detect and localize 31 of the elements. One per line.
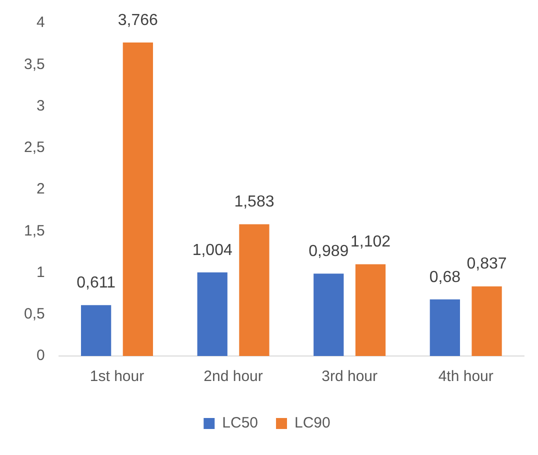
legend-label: LC50 bbox=[222, 414, 258, 432]
data-label: 0,68 bbox=[429, 268, 461, 286]
data-label: 0,989 bbox=[308, 243, 349, 260]
y-tick-label: 0,5 bbox=[24, 306, 45, 323]
data-label: 0,837 bbox=[466, 256, 507, 273]
data-label: 3,766 bbox=[118, 12, 158, 29]
data-label: 1,583 bbox=[234, 194, 274, 211]
y-tick-label: 3,5 bbox=[24, 56, 45, 73]
y-tick-label: 1,5 bbox=[24, 222, 45, 240]
x-tick-label: 2nd hour bbox=[204, 368, 263, 386]
x-tick-label: 1st hour bbox=[90, 368, 144, 386]
y-tick-label: 2,5 bbox=[24, 139, 45, 156]
bar bbox=[122, 42, 153, 356]
legend-label: LC90 bbox=[294, 414, 330, 432]
y-tick-label: 1 bbox=[36, 264, 45, 281]
bar bbox=[430, 299, 460, 356]
data-label: 0,611 bbox=[76, 274, 116, 292]
x-tick-label: 4th hour bbox=[438, 368, 494, 386]
data-label: 1,102 bbox=[350, 234, 391, 251]
data-label: 1,004 bbox=[192, 242, 232, 259]
bar bbox=[80, 305, 112, 356]
y-tick-label: 4 bbox=[36, 14, 45, 32]
x-tick-label: 3rd hour bbox=[322, 368, 378, 386]
bar bbox=[197, 272, 228, 356]
bar bbox=[472, 286, 502, 356]
y-tick-label: 3 bbox=[36, 97, 45, 114]
y-tick-label: 0 bbox=[36, 347, 45, 364]
y-tick-label: 2 bbox=[36, 180, 45, 198]
bar bbox=[239, 224, 270, 356]
bar bbox=[314, 274, 344, 356]
bar bbox=[355, 264, 386, 356]
